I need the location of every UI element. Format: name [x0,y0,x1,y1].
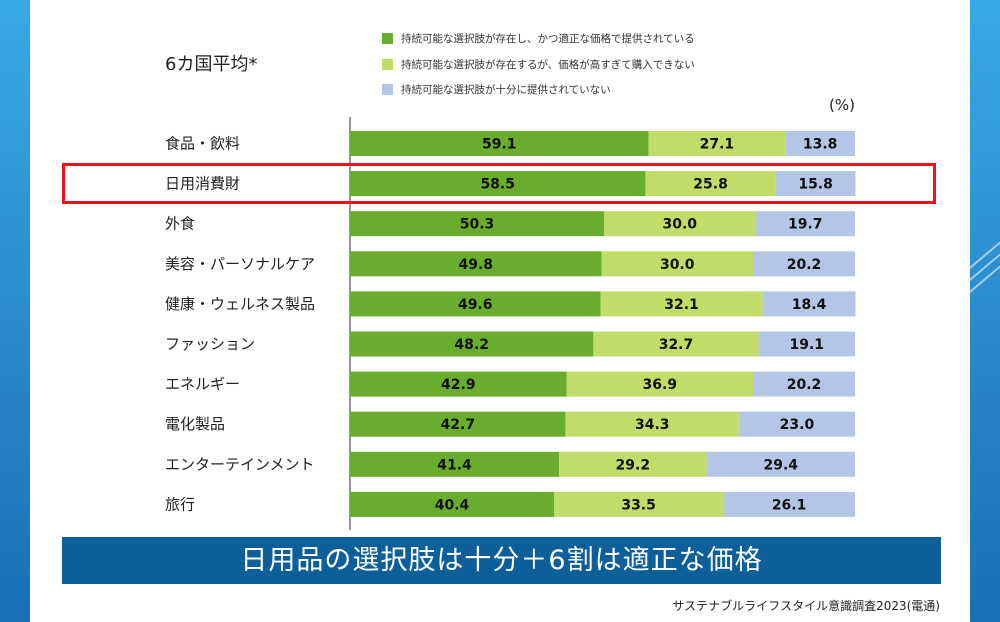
bar-segment-s1 [350,291,601,317]
bar-segment-s1 [350,131,649,156]
data-label: 40.4 [435,497,470,513]
right-frame-decoration [970,0,1000,622]
data-label: 29.2 [616,457,651,473]
bar-segment-s2 [554,491,724,517]
data-label: 58.5 [480,177,515,193]
chart-title: 6カ国平均* [165,54,258,75]
bar-segment-s2 [600,291,763,317]
legend-swatch-2 [382,58,393,70]
data-label: 49.8 [458,257,493,273]
bar-segment-s3 [738,411,855,437]
data-label: 18.4 [792,297,827,313]
bar-segment-s1 [350,491,555,517]
data-label: 42.7 [441,417,476,433]
data-label: 29.4 [763,457,798,473]
data-label: 13.8 [803,137,838,153]
legend-swatch-1 [382,32,393,44]
category-label: 美容・パーソナルケア [165,255,315,273]
data-label: 33.5 [621,497,656,513]
legend-item-3: 持続可能な選択肢が十分に提供されていない [382,81,611,97]
data-label: 30.0 [662,217,697,233]
bar-segment-s3 [785,131,855,156]
data-label: 41.4 [437,457,472,473]
data-label: 42.9 [441,377,476,393]
data-label: 59.1 [482,137,517,153]
category-label: エンターテインメント [165,455,315,473]
bar-segment-s2 [645,171,776,197]
data-label: 20.2 [787,377,822,393]
data-label: 30.0 [660,257,695,273]
legend-label-1: 持続可能な選択肢が存在し、かつ適正な価格で提供されている [401,32,695,45]
summary-banner: 日用品の選択肢は十分＋6割は適正な価格 [62,537,941,584]
bar-segment-s3 [775,171,856,197]
bar-segment-s3 [755,211,855,237]
source-note: サステナブルライフスタイル意識調査2023(電通) [672,599,940,613]
highlight-box [62,163,936,204]
legend-item-2: 持続可能な選択肢が存在するが、価格が高すぎて購入できない [382,56,695,72]
data-label: 48.2 [454,337,489,353]
unit-label: (%) [829,96,855,114]
bar-segment-s1 [350,171,646,197]
data-label: 50.3 [460,217,495,233]
category-label: 日用消費財 [165,175,240,193]
bar-segment-s2 [559,451,707,477]
data-label: 34.3 [635,417,670,433]
bar-segment-s2 [566,371,753,397]
data-label: 49.6 [458,297,493,313]
bar-segment-s1 [350,371,567,397]
data-label: 26.1 [772,497,807,513]
bar-segment-s2 [604,211,756,237]
category-label: 電化製品 [165,415,225,433]
bar-segment-s3 [723,491,855,517]
bar-segment-s3 [706,451,855,477]
category-label: 健康・ウェルネス製品 [165,295,315,313]
bar-segment-s2 [648,131,786,156]
bar-segment-s1 [350,251,602,277]
data-label: 19.7 [788,217,823,233]
legend-label-3: 持続可能な選択肢が十分に提供されていない [401,83,611,96]
legend-swatch-3 [382,83,393,95]
data-label: 19.1 [789,337,824,353]
legend-label-2: 持続可能な選択肢が存在するが、価格が高すぎて購入できない [401,58,695,71]
category-label: 外食 [165,215,195,233]
bar-segment-s2 [601,251,753,277]
bar-segment-s2 [565,411,739,437]
bar-segment-s3 [752,371,855,397]
data-label: 32.1 [664,297,699,313]
data-label: 15.8 [798,177,833,193]
bar-segment-s1 [350,211,605,237]
bar-segment-s1 [350,331,594,357]
category-label: ファッション [165,335,255,353]
data-label: 23.0 [780,417,815,433]
bar-segment-s1 [350,411,566,437]
bar-segment-s3 [762,291,856,317]
data-label: 27.1 [700,137,735,153]
category-label: 食品・飲料 [165,135,240,153]
bar-segment-s2 [593,331,759,357]
bar-segment-s3 [758,331,855,357]
data-label: 36.9 [643,377,678,393]
bar-segment-s3 [752,251,855,277]
category-label: エネルギー [165,375,240,393]
data-label: 25.8 [693,177,728,193]
data-label: 20.2 [787,257,822,273]
legend-item-1: 持続可能な選択肢が存在し、かつ適正な価格で提供されている [382,30,695,46]
category-label: 旅行 [165,495,195,513]
left-frame-decoration [0,0,30,622]
data-label: 32.7 [659,337,694,353]
bar-segment-s1 [350,451,560,477]
